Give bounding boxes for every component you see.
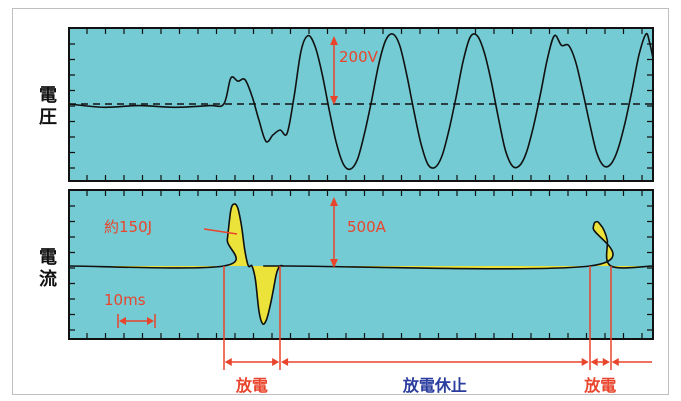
- voltage-annotation-200v: 200V: [339, 48, 379, 66]
- period-arrowhead-end-2: [602, 358, 610, 366]
- period-arrowhead-start-0: [224, 358, 232, 366]
- current-amplitude-arrow: [330, 197, 338, 268]
- period-arrowhead-tail: [611, 358, 619, 366]
- scale-bar-label: 10ms: [104, 291, 146, 309]
- voltage-ylabel-2: 圧: [39, 107, 57, 128]
- period-arrowhead-end-1: [581, 358, 589, 366]
- period-arrowhead-end-0: [272, 358, 280, 366]
- current-ticks: [69, 190, 653, 339]
- current-series-line: [68, 203, 654, 325]
- v-ticks-marks: [69, 28, 653, 181]
- c-ticks-marks: [69, 190, 653, 339]
- current-plot-area: [68, 189, 654, 340]
- voltage-panel: 200V: [68, 27, 654, 182]
- current-ylabel-2: 流: [39, 268, 57, 290]
- period-arrowhead-start-1: [281, 358, 289, 366]
- voltage-series-line: [68, 32, 654, 171]
- voltage-amplitude-arrow: [330, 36, 338, 105]
- current-ylabel-1: 電: [39, 247, 57, 268]
- scale-bar: [117, 314, 156, 328]
- period-label-2: 放電: [583, 376, 616, 395]
- period-markers: 放電 放電休止 放電: [223, 266, 652, 395]
- energy-leader-line: [203, 228, 238, 235]
- current-panel: 500A 約150J 10ms: [68, 189, 654, 340]
- period-label-0: 放電: [235, 376, 268, 395]
- period-arrowhead-start-2: [590, 358, 598, 366]
- current-annotation-energy: 約150J: [104, 218, 152, 236]
- voltage-ylabel-1: 電: [39, 85, 57, 106]
- current-annotation-500a: 500A: [347, 218, 387, 236]
- period-label-1: 放電休止: [402, 376, 467, 395]
- voltage-ticks: [69, 28, 653, 181]
